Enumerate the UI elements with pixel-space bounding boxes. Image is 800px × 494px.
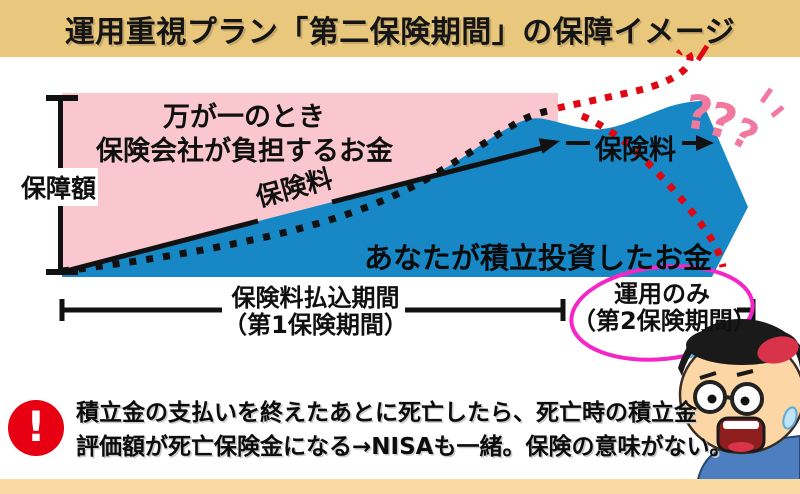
premium-dotted-curve	[61, 106, 555, 275]
warning-text: 積立金の支払いを終えたあとに死亡したら、死亡時の積立金 評価額が死亡保険金になる…	[76, 396, 800, 464]
premium-arrow-label: 保険料	[595, 135, 676, 166]
glasses-bridge	[724, 395, 733, 400]
eyebrow	[699, 371, 717, 380]
period1-line1: 保険料払込期間	[231, 284, 400, 312]
highlight-circle	[569, 264, 755, 362]
teeth	[723, 421, 759, 429]
exclamation-icon: !	[8, 400, 64, 456]
pink-caption-line1: 万が一のとき	[163, 102, 325, 133]
premium-line-arrowhead	[538, 138, 560, 154]
period2-line2: （第2保険期間）	[572, 307, 757, 335]
premium-label-arrowhead	[696, 135, 714, 151]
title-band: 運用重視プラン「第二保険期間」の保障イメージ	[0, 0, 800, 57]
pink-caption-line2: 保険会社が負担するお金	[96, 136, 393, 167]
red-dotted-upper-branch	[557, 47, 694, 112]
sparkle-icon	[770, 105, 785, 118]
question-marks: ? ? ?	[681, 84, 765, 160]
hand-on-head	[757, 336, 799, 364]
eye	[740, 396, 750, 406]
sweat-drop-icon	[782, 406, 798, 430]
red-flick-mark	[695, 44, 710, 62]
bottom-band	[0, 479, 800, 494]
y-axis-label: 保障額	[19, 168, 99, 206]
period1-label: 保険料払込期間 （第1保険期間）	[193, 285, 438, 339]
premium-line-left	[61, 218, 259, 275]
warning-line1: 積立金の支払いを終えたあとに死亡したら、死亡時の積立金	[76, 400, 697, 426]
eyebrow	[736, 369, 754, 377]
pink-area-caption: 万が一のとき 保険会社が負担するお金	[96, 101, 393, 169]
period2-line1: 運用のみ	[614, 280, 710, 308]
sparkle-icon	[759, 87, 774, 104]
eye	[707, 394, 717, 404]
red-dotted-lower-branch	[580, 112, 727, 268]
page-title: 運用重視プラン「第二保険期間」の保障イメージ	[64, 14, 736, 50]
exclamation-glyph: !	[26, 401, 46, 451]
period1-line2: （第1保険期間）	[223, 311, 408, 339]
blue-area-caption: あなたが積立投資したお金	[364, 241, 713, 275]
warning-line2: 評価額が死亡保険金になる→NISAも一緒。保険の意味がない。	[76, 434, 733, 460]
period2-label: 運用のみ （第2保険期間）	[572, 280, 757, 335]
tongue	[728, 442, 754, 452]
